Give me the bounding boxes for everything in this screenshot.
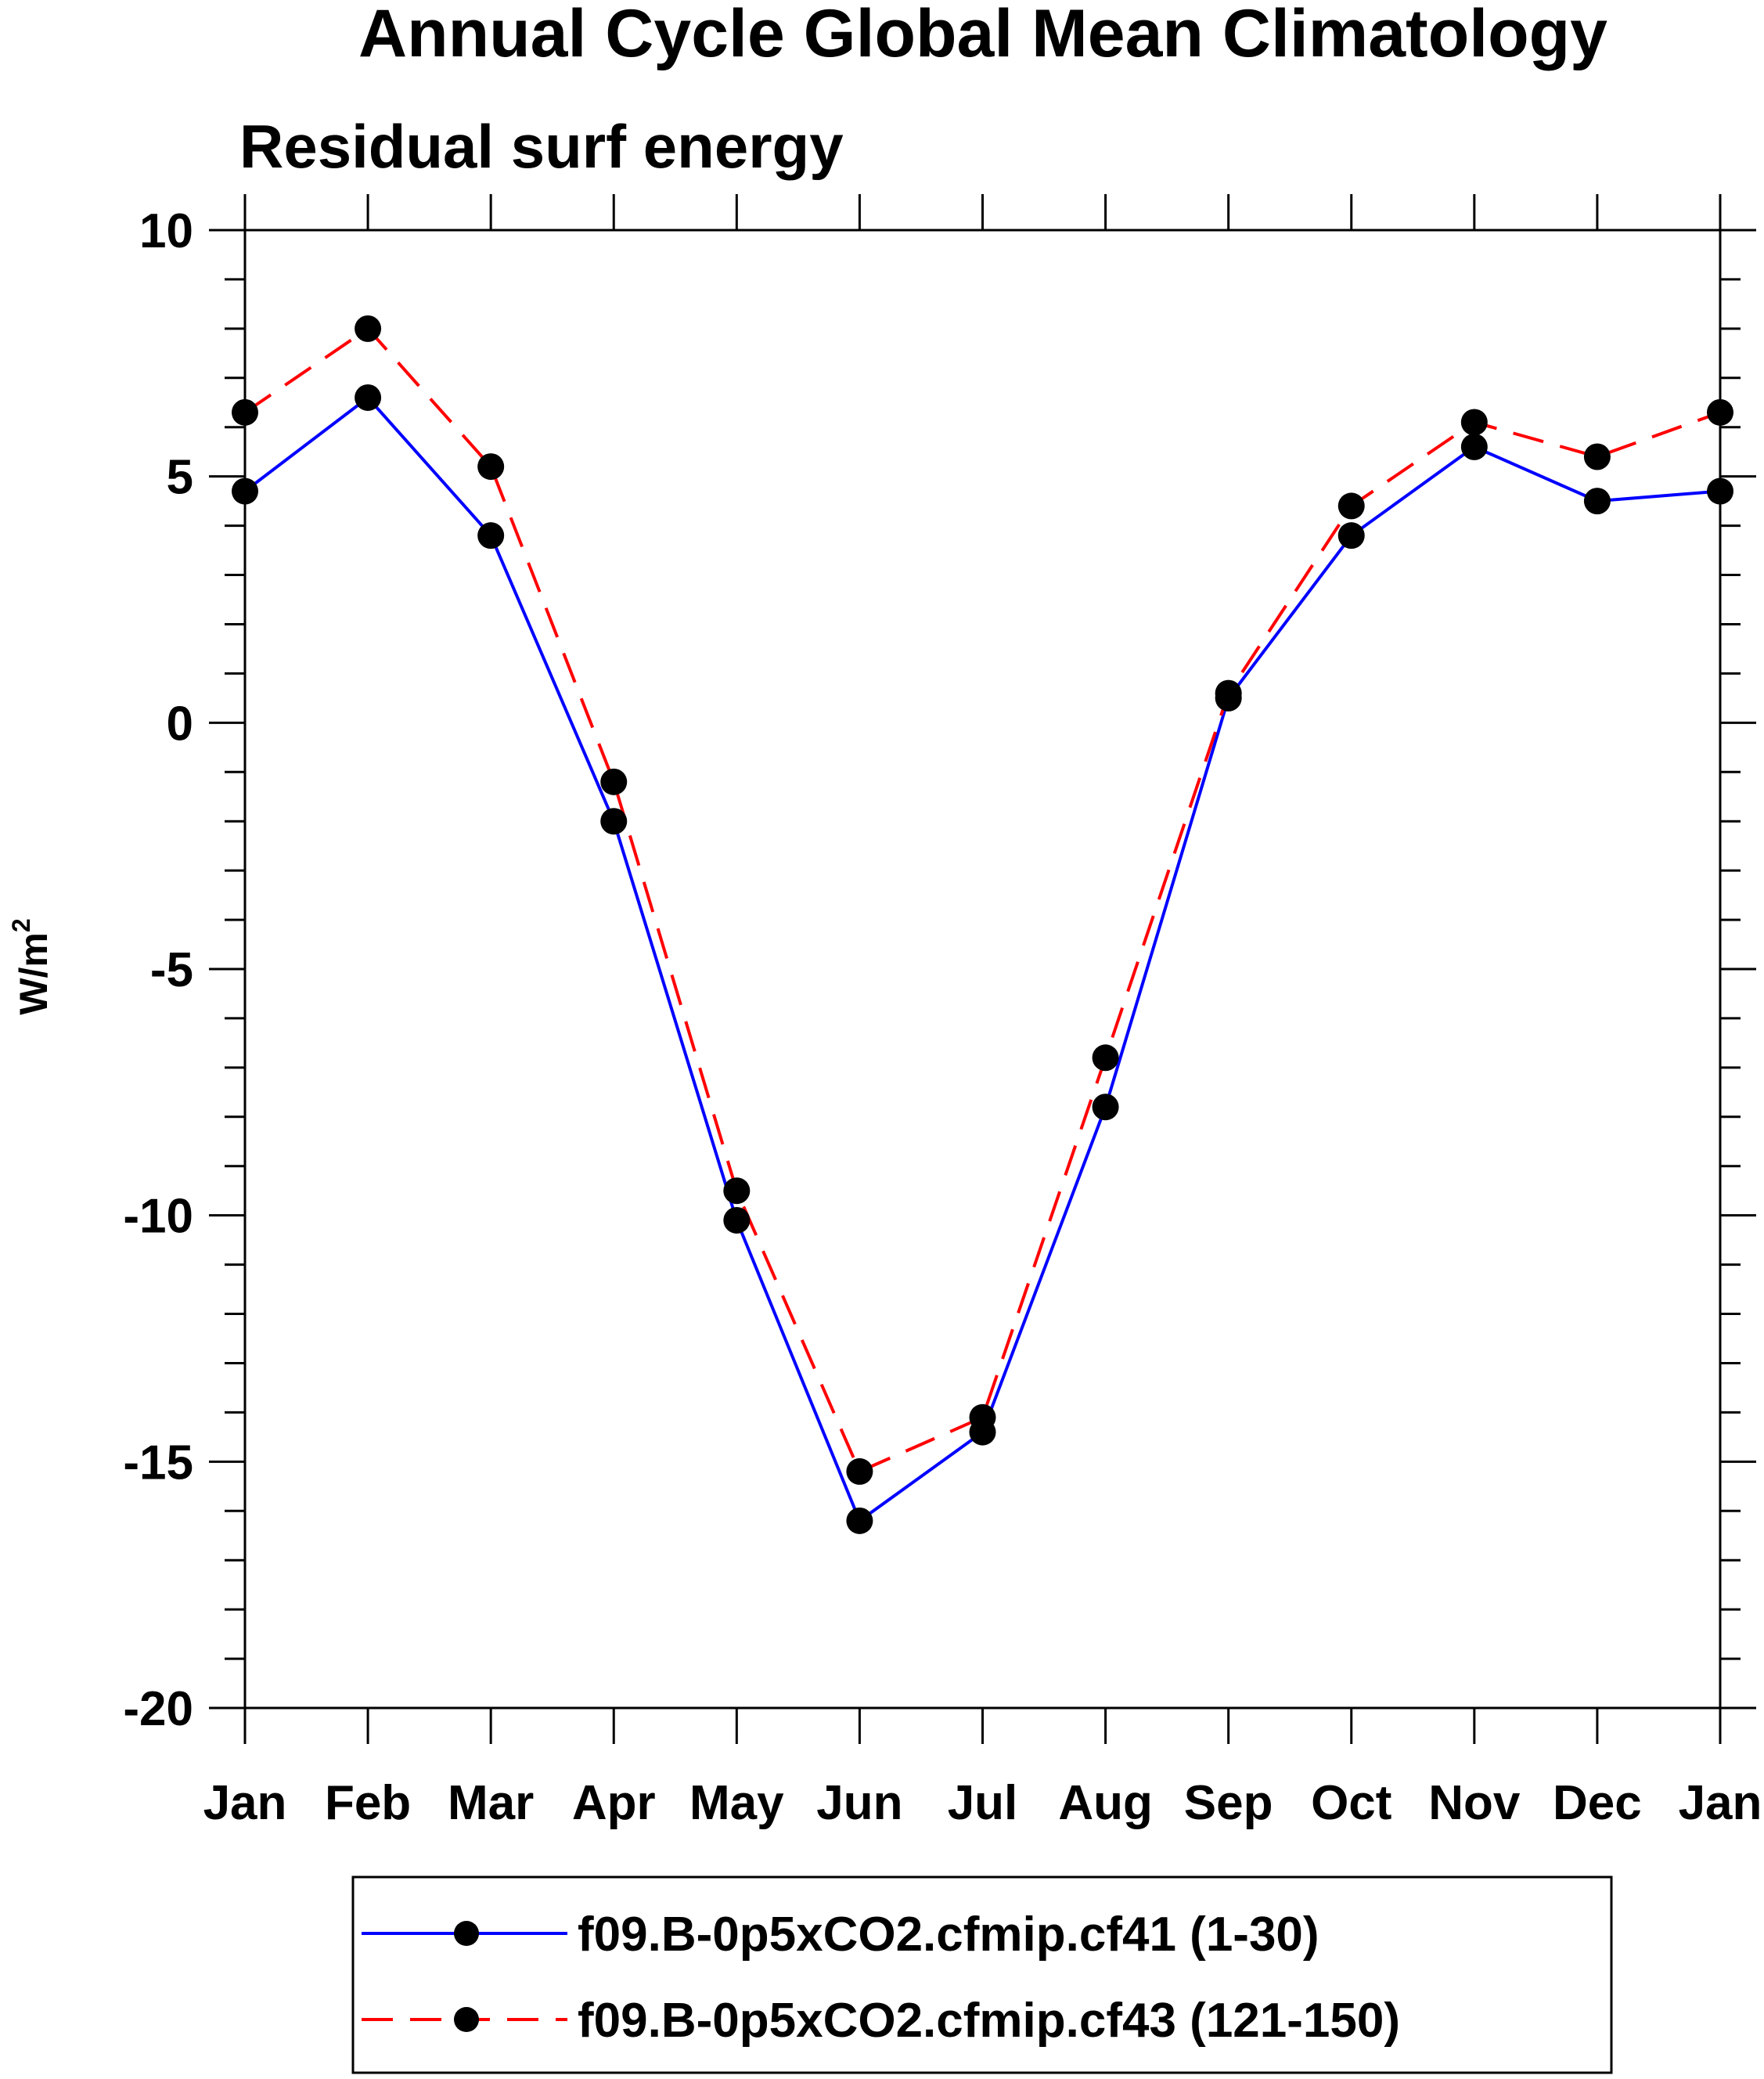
plot-area [209, 194, 1756, 1744]
x-tick-label: Mar [448, 1776, 534, 1830]
series-1-point [477, 522, 505, 549]
y-tick-label: 10 [139, 204, 193, 258]
legend-swatch-marker-2 [454, 2007, 479, 2032]
legend-box [351, 1875, 1613, 2074]
series-1-point [355, 384, 382, 411]
series-1-point [232, 477, 258, 505]
y-tick-label: -10 [123, 1190, 193, 1244]
series-group [232, 315, 1733, 1534]
x-tick-label: Sep [1184, 1776, 1273, 1830]
x-tick-label: Feb [325, 1776, 411, 1830]
plot-frame [243, 229, 1722, 1710]
x-tick-label: Jul [948, 1776, 1018, 1830]
series-line-1 [243, 396, 1721, 1522]
y-tick-label: 0 [167, 697, 193, 751]
series-2-point [969, 1403, 996, 1431]
x-tick-label: May [689, 1776, 784, 1830]
x-tick-label: Jan [1679, 1776, 1762, 1830]
legend: f09.B-0p5xCO2.cfmip.cf41 (1-30) f09.B-0p… [351, 1875, 1613, 2074]
x-tick-label: Nov [1428, 1776, 1521, 1830]
series-2-point [1707, 398, 1733, 426]
series-2-point [355, 315, 382, 342]
legend-swatch-marker-1 [454, 1921, 479, 1946]
y-axis-label-main: W/m [12, 932, 56, 1015]
series-1-point [1337, 522, 1365, 549]
chart-title: Annual Cycle Global Mean Climatology [358, 0, 1607, 71]
series-2-point [1215, 679, 1242, 707]
y-tick-label: -15 [123, 1436, 193, 1490]
y-tick-label: 5 [167, 451, 193, 505]
series-1-point [846, 1507, 873, 1534]
x-tick-label: Dec [1553, 1776, 1642, 1830]
x-tick-label: Jan [203, 1776, 287, 1830]
series-1-point [600, 808, 628, 835]
y-axis-label-superscript: 2 [7, 918, 35, 932]
x-tick-label: Jun [816, 1776, 902, 1830]
legend-label-series-2: f09.B-0p5xCO2.cfmip.cf43 (121-150) [578, 1994, 1400, 2048]
series-2-point [1092, 1044, 1119, 1072]
x-tick-labels: Jan Feb Mar Apr May Jun Jul Aug Sep Oct Nov Dec Jan [203, 1776, 1762, 1830]
series-2-point [477, 453, 505, 481]
y-tick-label: -5 [150, 943, 193, 997]
series-1-point [723, 1206, 751, 1234]
chart-subtitle: Residual surf energy [239, 112, 844, 181]
series-2-point [723, 1177, 751, 1205]
series-1-point [1583, 488, 1611, 515]
series-1-point [1460, 433, 1488, 460]
series-1-point [1707, 477, 1733, 505]
series-2-point [600, 768, 628, 795]
series-line-2 [243, 326, 1721, 1473]
series-2-point [1460, 409, 1488, 436]
series-2-point [232, 398, 258, 426]
legend-label-series-1: f09.B-0p5xCO2.cfmip.cf41 (1-30) [578, 1908, 1319, 1962]
series-2-point [846, 1457, 873, 1485]
series-1-point [1092, 1094, 1119, 1121]
y-tick-label: -20 [123, 1682, 193, 1736]
series-2-point [1583, 443, 1611, 470]
y-axis-label: W/m2 [7, 918, 56, 1014]
x-tick-label: Aug [1058, 1776, 1153, 1830]
y-tick-labels: 10 5 0 -5 -10 -15 -20 [123, 204, 193, 1736]
series-2-point [1337, 492, 1365, 520]
x-tick-label: Oct [1311, 1776, 1391, 1830]
x-tick-label: Apr [572, 1776, 656, 1830]
